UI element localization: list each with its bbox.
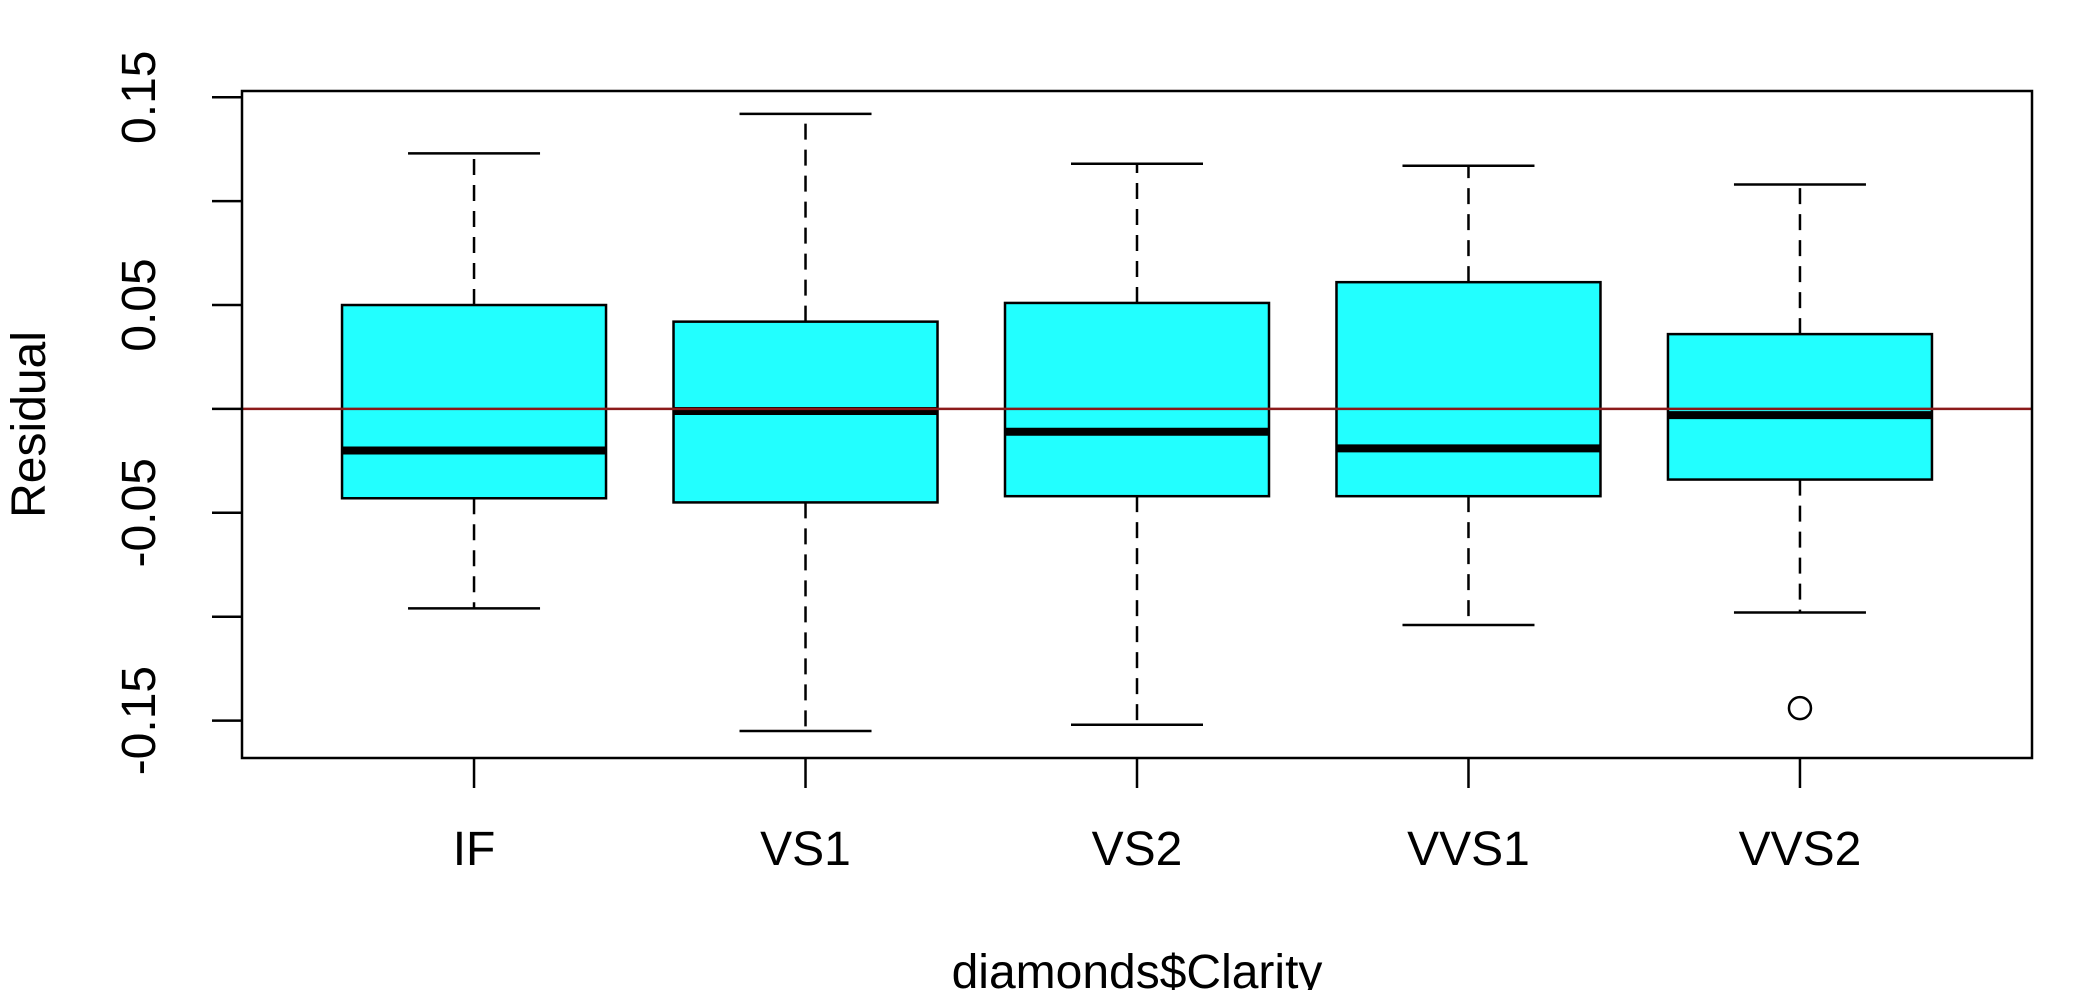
x-axis: IF VS1 VS2 VVS1 VVS2 xyxy=(453,758,1862,876)
box-group-vvs2 xyxy=(1666,183,1934,721)
y-axis-title: Residual xyxy=(3,331,56,518)
box-group-vvs1 xyxy=(1335,164,1602,627)
x-axis-title: diamonds$Clarity xyxy=(952,946,1323,990)
boxes-layer xyxy=(340,112,1934,733)
iqr-box xyxy=(1335,280,1602,498)
iqr-box xyxy=(340,303,608,500)
box-group-vs1 xyxy=(672,112,939,733)
x-tick-label: VVS2 xyxy=(1739,823,1862,876)
y-tick-label: -0.05 xyxy=(113,458,166,567)
y-axis: 0.15 0.05 -0.05 -0.15 xyxy=(113,51,242,775)
outlier-point xyxy=(1787,695,1813,721)
box-group-if xyxy=(340,152,608,610)
iqr-box xyxy=(1003,301,1271,498)
x-tick-label: VS2 xyxy=(1092,823,1183,876)
box-group-vs2 xyxy=(1003,162,1271,727)
x-tick-label: VS1 xyxy=(760,823,851,876)
y-tick-label: -0.15 xyxy=(113,666,166,775)
x-tick-label: VVS1 xyxy=(1407,823,1530,876)
y-tick-label: 0.15 xyxy=(113,51,166,144)
x-tick-label: IF xyxy=(453,823,496,876)
y-tick-label: 0.05 xyxy=(113,258,166,351)
iqr-box xyxy=(1666,332,1934,481)
